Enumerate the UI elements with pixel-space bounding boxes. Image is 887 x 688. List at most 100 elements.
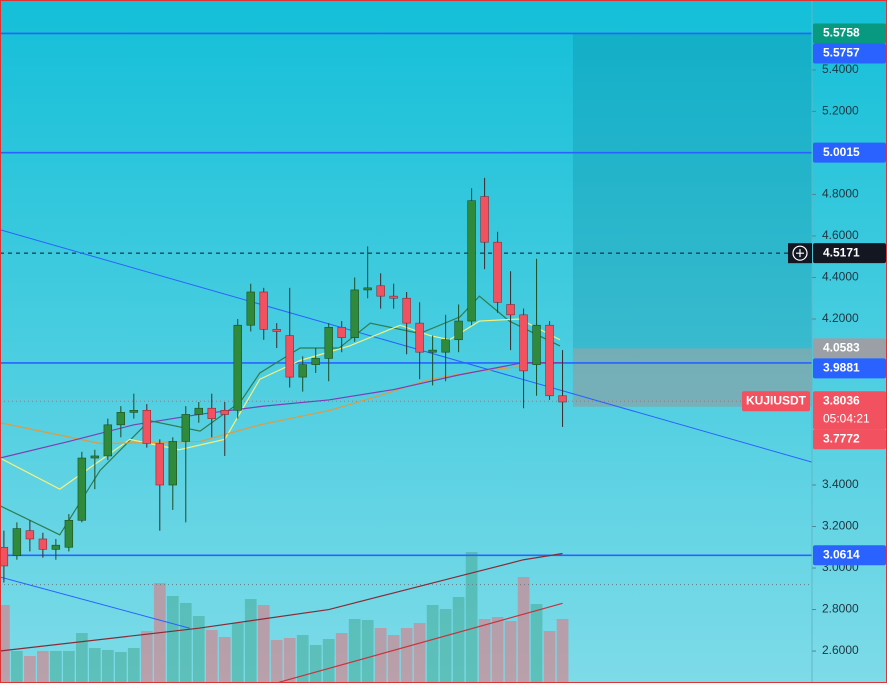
candle-body [155,443,164,486]
y-tick-label: 3.4000 [822,477,859,491]
candle-body [337,326,346,338]
y-tick-label: 2.8000 [822,602,859,616]
candle-body [324,326,333,359]
price-tag-label: 5.0015 [823,145,860,159]
volume-bar [231,623,244,683]
price-tag-label: 4.0583 [823,341,860,355]
volume-bar [179,603,192,683]
price-tag [813,43,886,64]
candle-body [129,409,139,413]
volume-bar [452,597,465,683]
symbol-label: KUJIUSDT [746,393,807,407]
volume-bar [50,651,62,683]
candle-body [181,414,190,442]
price-tag-label: 4.5171 [823,245,860,259]
price-tag-label: 3.9881 [823,361,860,375]
trend-line [0,576,190,629]
volume-bar [166,596,179,683]
candle-body [246,291,255,326]
candle-body [350,289,359,338]
countdown: 05:04:21 [823,411,870,425]
price-tag [813,358,886,379]
price-tag [813,429,886,450]
volume-bar [296,635,309,683]
volume-bar [88,648,101,683]
volume-bar [491,617,504,683]
candle-body [207,407,216,419]
y-tick-label: 3.2000 [822,519,859,533]
candle-body [0,546,9,567]
price-tag-label: 3.0614 [823,547,860,561]
volume-bar [283,638,296,683]
volume-bar [0,605,10,683]
y-tick-label: 4.2000 [822,311,859,325]
y-tick-label: 2.6000 [822,643,859,657]
candle-body [116,412,126,426]
candle-body [506,304,515,316]
y-tick-label: 5.2000 [822,104,859,118]
volume-bar [374,628,387,683]
plot-area [0,32,812,683]
volume-bar [192,616,205,683]
candle-body [259,291,268,330]
volume-bar [387,635,400,683]
volume-bar [76,633,88,683]
candle-body [402,297,411,324]
candle-body [545,324,554,397]
volume-bar [244,599,257,683]
volume-bar [257,605,270,683]
price-tag-label: 5.5757 [823,46,860,60]
volume-bar [63,651,75,683]
moving-average [0,361,563,459]
volume-bar [543,631,556,683]
candle-body [532,324,541,365]
candle-body [441,339,450,353]
trend-line [0,229,812,463]
volume-bar [205,630,218,683]
volume-bar [322,639,335,683]
candle-body [389,295,398,299]
price-tag [813,142,886,163]
candle-body [311,358,320,365]
candle-body [51,544,61,550]
candle-body [272,329,281,332]
moving-average [279,602,563,683]
volume-bar [361,620,374,683]
symbol-tag [742,391,810,412]
volume-bar [439,609,452,683]
y-tick-label: 4.8000 [822,187,859,201]
candle-body [90,455,100,459]
volume-bar [465,552,478,683]
candle-body [220,409,229,415]
volume-bar [114,652,127,683]
volume-bar [530,604,543,683]
volume-bar [101,650,114,683]
volume-bar [309,645,322,683]
price-tag [813,338,886,359]
y-tick-label: 4.6000 [822,228,859,242]
y-tick-label: 5.4000 [822,62,859,76]
candle-body [363,287,372,291]
candle-body [376,285,385,297]
volume-bar [413,623,426,683]
candle-body [558,395,567,403]
candle-body [467,200,476,322]
volume-bar [11,651,23,683]
candle-body [285,335,294,378]
candle-body [428,349,437,353]
moving-average [0,552,563,652]
volume-bar [335,633,348,683]
volume-bar [127,648,140,683]
candle-body [142,409,152,444]
volume-bar [348,619,361,683]
position-profit-zone [572,33,812,349]
candle-body [64,519,74,548]
crosshair-icon-plus [796,249,804,258]
volume-bar [24,656,36,683]
price-tag [813,243,886,264]
volume-bar [218,637,231,683]
volume-bar [400,628,413,683]
price-tag-label: 3.7772 [823,431,860,445]
candle-body [168,441,177,486]
